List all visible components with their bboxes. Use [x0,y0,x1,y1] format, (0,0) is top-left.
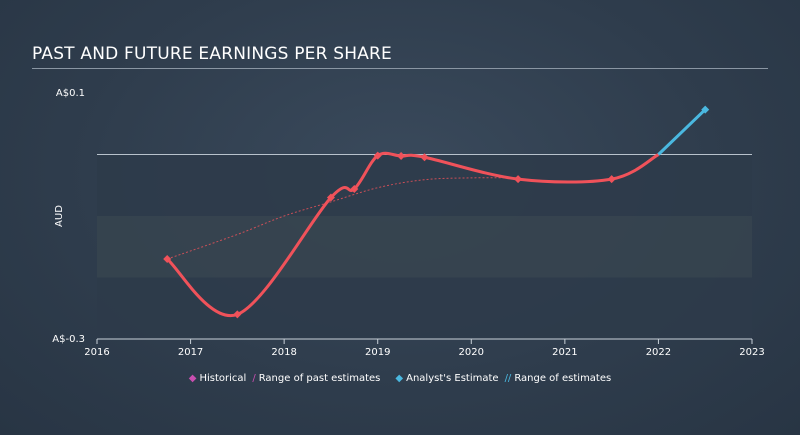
x-tick-label: 2016 [84,347,109,358]
historical-marker-icon: ◆ [188,373,197,384]
chart-title: PAST AND FUTURE EARNINGS PER SHARE [32,44,392,64]
y-tick-label-top: A$0.1 [56,88,85,99]
background-band [97,154,752,216]
y-axis-label: AUD [54,205,65,227]
historical-point [350,184,359,193]
legend-historical-label: Historical [199,373,247,384]
y-tick-label-bottom: A$-0.3 [52,334,85,345]
historical-line [166,151,660,318]
historical-point [233,310,242,319]
legend-range-past-label: Range of past estimates [258,373,381,384]
x-tick-label: 2018 [271,347,296,358]
historical-point [163,255,172,264]
legend-analyst-label: Analyst's Estimate [406,373,499,384]
historical-point [514,175,523,184]
legend-range-estimates-label: Range of estimates [514,373,612,384]
background-band [97,277,752,339]
estimate-point [701,105,710,114]
legend-historical[interactable]: ◆ Historical [189,373,247,384]
x-tick-label: 2017 [178,347,203,358]
x-tick-label: 2019 [365,347,390,358]
legend-range-estimates[interactable]: // Range of estimates [505,373,612,384]
background-band [97,216,752,278]
historical-point [373,151,382,160]
legend-analyst[interactable]: ◆ Analyst's Estimate [395,373,498,384]
historical-point [607,175,616,184]
title-divider [32,68,768,69]
x-tick-label: 2021 [552,347,577,358]
range-estimates-icon: // [504,373,512,384]
x-tick-label: 2020 [459,347,484,358]
analyst-estimate-line [657,108,707,156]
historical-point [420,153,429,162]
historical-point [397,152,406,161]
range-past-icon: / [252,373,256,384]
legend-range-past[interactable]: / Range of past estimates [252,373,380,384]
x-tick-label: 2023 [739,347,764,358]
chart-legend: ◆ Historical / Range of past estimates ◆… [0,373,800,384]
historical-point [326,193,335,202]
x-tick-label: 2022 [646,347,671,358]
analyst-marker-icon: ◆ [395,373,404,384]
